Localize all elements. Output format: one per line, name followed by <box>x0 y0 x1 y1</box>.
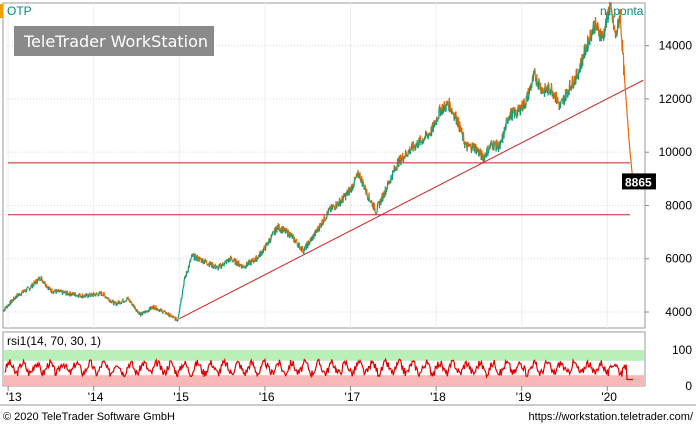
source-url[interactable]: https://workstation.teletrader.com/ <box>529 411 694 423</box>
price-grid <box>3 3 645 328</box>
trendline <box>179 79 644 320</box>
y-tick-label: 8000 <box>665 198 692 212</box>
x-tick-label: '14 <box>88 390 104 404</box>
y-tick-label: 4000 <box>665 305 692 319</box>
rsi-tick-label: 0 <box>685 379 692 393</box>
x-tick-label: '19 <box>516 390 532 404</box>
x-tick-label: '18 <box>430 390 446 404</box>
x-tick-label: '15 <box>173 390 189 404</box>
y-tick-label: 10000 <box>659 145 693 159</box>
price-panel-frame <box>2 2 646 329</box>
title-marker <box>0 4 3 18</box>
rsi-band <box>4 375 644 386</box>
price-series <box>2 1 634 322</box>
last-value-box <box>622 173 656 190</box>
rsi-bands <box>4 350 644 386</box>
copyright-text: © 2020 TeleTrader Software GmbH <box>3 411 175 423</box>
x-tick-label: '16 <box>259 390 275 404</box>
last-value-label: 8865 <box>625 175 652 189</box>
horizontal-lines <box>8 162 630 216</box>
y-tick-label: 12000 <box>659 92 693 106</box>
rsi-band <box>4 350 644 361</box>
rsi-title: rsi1(14, 70, 30, 1) <box>7 334 101 348</box>
price-y-axis: 4000 6000 8000 10000 12000 14000 <box>645 39 692 319</box>
x-tick-label: '17 <box>345 390 361 404</box>
rsi-y-axis: 0 100 <box>672 343 692 393</box>
watermark-box <box>14 26 214 56</box>
watermark-text: TeleTrader WorkStation <box>23 32 208 51</box>
rsi-tick-label: 100 <box>672 343 692 357</box>
rsi-line <box>4 357 633 381</box>
x-tick-label: '20 <box>601 390 617 404</box>
rsi-series <box>4 357 633 381</box>
trend-line <box>179 79 644 320</box>
y-tick-label: 6000 <box>665 252 692 266</box>
chart-title: OTP <box>7 4 32 18</box>
x-tick-label: '13 <box>6 390 22 404</box>
x-axis: '13 '14 '15 '16 '17 '18 '19 '20 <box>6 386 617 404</box>
y-tick-label: 14000 <box>659 39 693 53</box>
